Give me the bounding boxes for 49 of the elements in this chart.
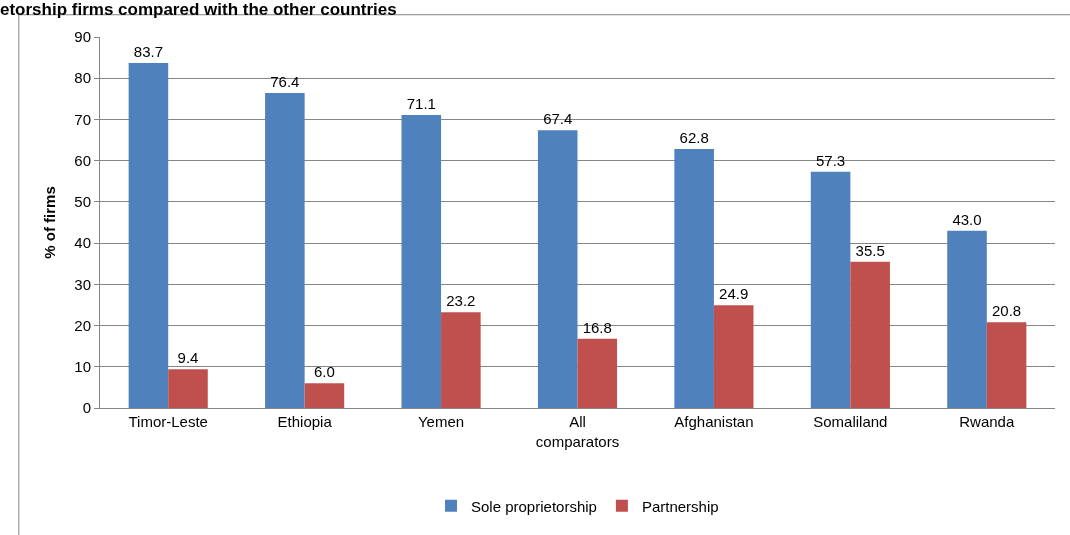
data-label: 43.0 — [952, 210, 982, 228]
bar — [265, 93, 305, 408]
bar — [947, 230, 987, 408]
data-label: 83.7 — [133, 42, 164, 60]
bar — [577, 338, 618, 408]
x-tick-label: Timor-Leste — [128, 413, 208, 430]
data-label: 20.8 — [991, 302, 1022, 320]
y-tick-label: 60 — [74, 151, 91, 169]
y-tick-label: 0 — [82, 399, 91, 417]
y-tick-label: 30 — [74, 275, 91, 293]
y-tick-label: 90 — [74, 28, 91, 46]
legend-label: Partnership — [641, 497, 719, 515]
bar — [713, 305, 754, 408]
x-tick-label: Yemen — [417, 413, 465, 430]
data-label: 24.9 — [719, 285, 749, 303]
x-tick-label: Afghanistan — [674, 413, 754, 430]
data-label: 76.4 — [270, 73, 300, 91]
data-label: 35.5 — [855, 241, 885, 259]
bar — [850, 261, 890, 408]
data-label: 62.8 — [679, 129, 709, 147]
bar — [128, 62, 169, 408]
data-label: 67.4 — [543, 110, 573, 128]
bar — [168, 369, 208, 408]
y-axis-title: % of firms — [40, 186, 58, 259]
data-label: 23.2 — [446, 292, 476, 310]
data-label: 16.8 — [582, 318, 612, 336]
data-label: 57.3 — [815, 151, 846, 169]
bar — [986, 322, 1027, 408]
y-tick-label: 80 — [74, 69, 91, 87]
y-tick-label: 20 — [74, 316, 91, 334]
legend-label: Sole proprietorship — [471, 497, 597, 515]
bar — [441, 312, 481, 408]
data-label: 9.4 — [177, 349, 199, 367]
x-tick-label: Ethiopia — [277, 413, 333, 430]
x-tick-label: Rwanda — [959, 413, 1015, 430]
bar — [810, 171, 851, 408]
bar — [304, 383, 345, 408]
chart-title: etorship firms compared with the other countries — [0, 0, 397, 19]
x-tick-label: Somaliland — [813, 413, 888, 430]
bar — [674, 149, 714, 408]
y-tick-label: 40 — [74, 234, 91, 252]
bar — [401, 114, 442, 408]
y-tick-label: 10 — [74, 358, 91, 376]
x-tick-label: All comparators — [535, 413, 620, 450]
data-label: 6.0 — [314, 363, 335, 381]
y-tick-label: 70 — [74, 110, 91, 128]
data-label: 71.1 — [406, 94, 436, 112]
bar — [537, 130, 578, 408]
y-tick-label: 50 — [74, 193, 91, 211]
